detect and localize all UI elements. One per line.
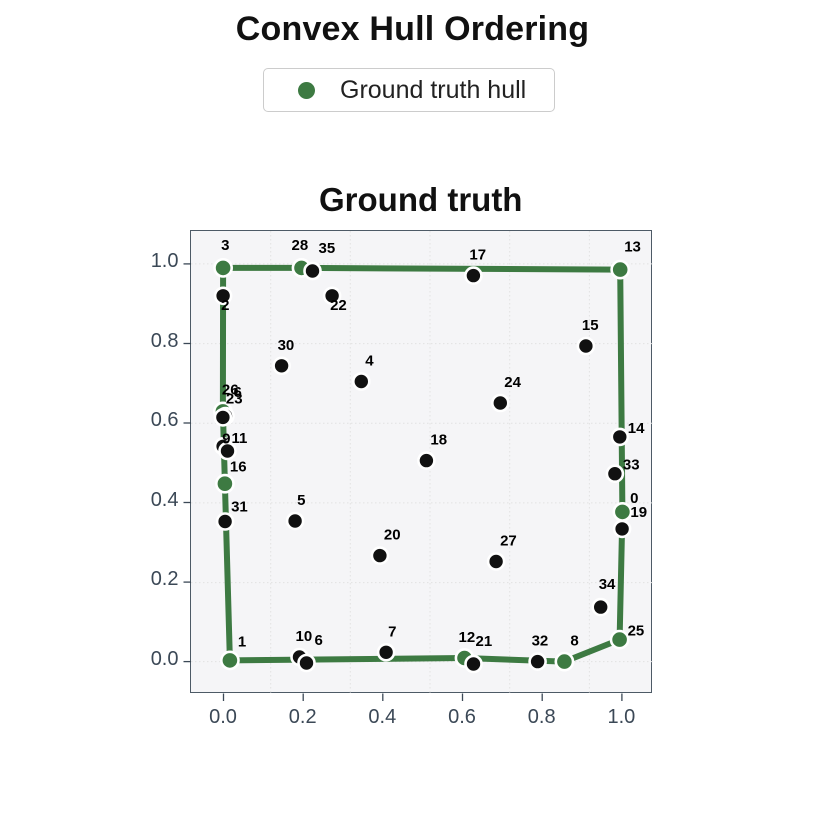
svg-text:17: 17 (469, 247, 486, 264)
svg-text:3: 3 (221, 237, 229, 254)
svg-text:32: 32 (531, 633, 548, 650)
svg-text:14: 14 (627, 420, 644, 437)
svg-text:34: 34 (598, 576, 615, 593)
svg-text:10: 10 (295, 628, 312, 645)
svg-text:27: 27 (500, 533, 517, 550)
svg-text:9: 9 (222, 430, 230, 447)
svg-text:8: 8 (570, 633, 578, 650)
svg-text:23: 23 (225, 390, 242, 407)
svg-text:21: 21 (475, 633, 492, 650)
svg-text:22: 22 (330, 297, 347, 314)
svg-text:24: 24 (504, 374, 521, 391)
svg-text:25: 25 (627, 623, 644, 640)
svg-text:33: 33 (622, 457, 639, 474)
svg-text:2: 2 (221, 297, 229, 314)
svg-text:6: 6 (314, 632, 322, 649)
svg-text:5: 5 (297, 492, 305, 509)
svg-text:4: 4 (365, 353, 374, 370)
svg-text:18: 18 (430, 432, 447, 449)
svg-text:30: 30 (277, 337, 294, 354)
svg-text:35: 35 (318, 240, 335, 257)
svg-text:12: 12 (458, 629, 475, 646)
svg-text:15: 15 (581, 317, 598, 334)
svg-text:20: 20 (383, 527, 400, 544)
svg-text:11: 11 (231, 430, 247, 447)
svg-text:28: 28 (291, 237, 308, 254)
svg-text:13: 13 (624, 239, 641, 256)
svg-text:1: 1 (237, 633, 245, 650)
svg-text:0: 0 (630, 490, 638, 507)
svg-text:7: 7 (388, 623, 396, 640)
svg-text:31: 31 (231, 499, 248, 516)
svg-text:16: 16 (229, 459, 246, 476)
